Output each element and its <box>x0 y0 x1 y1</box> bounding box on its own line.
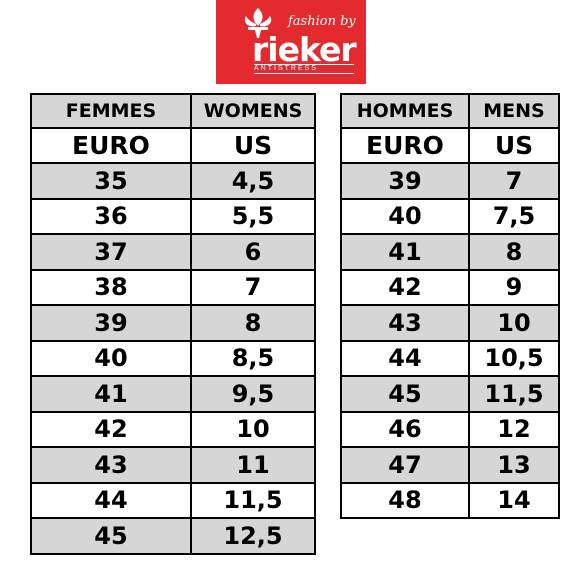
women-us-cell: 4,5 <box>190 162 316 200</box>
men-us-cell: 14 <box>468 481 560 519</box>
men-euro-cell: 47 <box>340 446 470 484</box>
women-us-cell: 8,5 <box>190 339 316 377</box>
women-euro-cell: 36 <box>30 197 192 235</box>
brand-logo: fashion by rieker ANTISTRESS <box>216 0 366 84</box>
table-row: 47 13 <box>340 446 560 484</box>
women-euro-cell: 43 <box>30 446 192 484</box>
men-euro-cell: 48 <box>340 481 470 519</box>
table-row: 42 10 <box>30 410 316 448</box>
men-title-en: MENS <box>468 93 560 129</box>
women-size-table: FEMMES WOMENS EURO US 35 4,5 36 5,5 37 6 38 7 39… <box>30 93 316 555</box>
women-us-cell: 12,5 <box>190 517 316 555</box>
men-us-cell: 11,5 <box>468 375 560 413</box>
table-row: 38 7 <box>30 268 316 306</box>
table-row: 48 14 <box>340 481 560 519</box>
men-us-cell: 12 <box>468 410 560 448</box>
men-euro-cell: 45 <box>340 375 470 413</box>
women-euro-cell: 44 <box>30 481 192 519</box>
table-row: 39 7 <box>340 162 560 200</box>
fleur-de-lis-icon <box>244 8 272 38</box>
men-euro-cell: 39 <box>340 162 470 200</box>
men-us-cell: 13 <box>468 446 560 484</box>
women-euro-cell: 41 <box>30 375 192 413</box>
women-euro-cell: 45 <box>30 517 192 555</box>
table-row: 40 7,5 <box>340 197 560 235</box>
logo-brand: rieker <box>252 30 357 69</box>
men-us-cell: 8 <box>468 233 560 271</box>
women-us-cell: 10 <box>190 410 316 448</box>
table-row: 35 4,5 <box>30 162 316 200</box>
table-row: 43 10 <box>340 304 560 342</box>
women-col-euro: EURO <box>30 127 192 164</box>
men-header-row: HOMMES MENS <box>340 93 560 129</box>
women-us-cell: 8 <box>190 304 316 342</box>
women-us-cell: 11 <box>190 446 316 484</box>
women-us-cell: 6 <box>190 233 316 271</box>
men-col-euro: EURO <box>340 127 470 164</box>
men-us-cell: 10,5 <box>468 339 560 377</box>
logo-tagline: fashion by <box>288 14 356 29</box>
men-us-cell: 9 <box>468 268 560 306</box>
women-euro-cell: 42 <box>30 410 192 448</box>
women-euro-cell: 39 <box>30 304 192 342</box>
table-row: 41 8 <box>340 233 560 271</box>
women-euro-cell: 40 <box>30 339 192 377</box>
table-row: 43 11 <box>30 446 316 484</box>
women-us-cell: 11,5 <box>190 481 316 519</box>
men-euro-cell: 44 <box>340 339 470 377</box>
men-euro-cell: 42 <box>340 268 470 306</box>
women-us-cell: 7 <box>190 268 316 306</box>
men-col-us: US <box>468 127 560 164</box>
table-row: 41 9,5 <box>30 375 316 413</box>
table-row: 37 6 <box>30 233 316 271</box>
men-euro-cell: 43 <box>340 304 470 342</box>
men-us-cell: 7,5 <box>468 197 560 235</box>
women-header-row: FEMMES WOMENS <box>30 93 316 129</box>
table-row: 46 12 <box>340 410 560 448</box>
table-row: 45 12,5 <box>30 517 316 555</box>
men-column-header-row: EURO US <box>340 127 560 164</box>
women-euro-cell: 38 <box>30 268 192 306</box>
men-euro-cell: 41 <box>340 233 470 271</box>
men-title-fr: HOMMES <box>340 93 470 129</box>
table-row: 36 5,5 <box>30 197 316 235</box>
women-column-header-row: EURO US <box>30 127 316 164</box>
women-us-cell: 5,5 <box>190 197 316 235</box>
men-euro-cell: 40 <box>340 197 470 235</box>
table-row: 39 8 <box>30 304 316 342</box>
men-size-table: HOMMES MENS EURO US 39 7 40 7,5 41 8 42 9 43 10 44… <box>340 93 560 519</box>
table-row: 44 10,5 <box>340 339 560 377</box>
women-euro-cell: 35 <box>30 162 192 200</box>
women-title-en: WOMENS <box>190 93 316 129</box>
logo-sub: ANTISTRESS <box>254 64 354 74</box>
men-euro-cell: 46 <box>340 410 470 448</box>
women-euro-cell: 37 <box>30 233 192 271</box>
table-row: 42 9 <box>340 268 560 306</box>
men-us-cell: 7 <box>468 162 560 200</box>
women-title-fr: FEMMES <box>30 93 192 129</box>
women-us-cell: 9,5 <box>190 375 316 413</box>
table-row: 40 8,5 <box>30 339 316 377</box>
table-row: 44 11,5 <box>30 481 316 519</box>
women-col-us: US <box>190 127 316 164</box>
men-us-cell: 10 <box>468 304 560 342</box>
table-row: 45 11,5 <box>340 375 560 413</box>
